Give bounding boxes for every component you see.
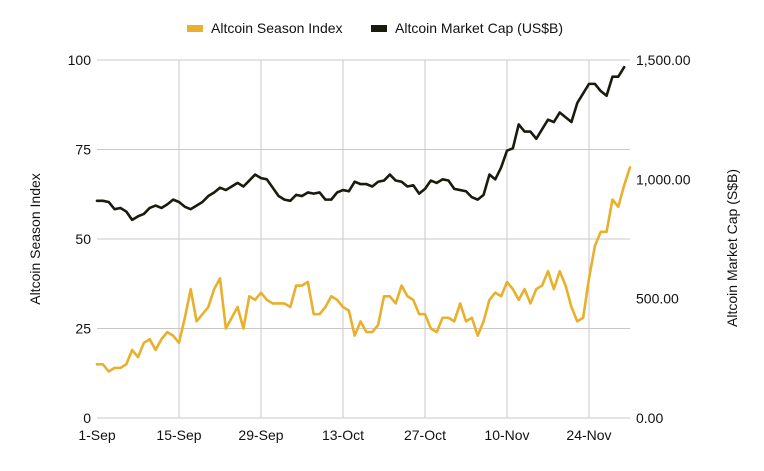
x-tick-label: 1-Sep [78, 427, 116, 443]
altcoin-season-index-line [95, 166, 632, 373]
series-lines [95, 65, 632, 373]
x-tick-label: 15-Sep [156, 427, 201, 443]
y-left-tick-label: 0 [83, 410, 91, 426]
x-tick-label: 24-Nov [566, 427, 611, 443]
y-right-tick-label: 0.00 [636, 410, 663, 426]
altcoin-market-cap-line [95, 65, 626, 222]
y-left-tick-label: 25 [75, 321, 91, 337]
x-tick-label: 13-Oct [322, 427, 364, 443]
legend-swatch-index [187, 25, 203, 32]
x-tick-label: 10-Nov [484, 427, 529, 443]
y-left-tick-label: 75 [75, 142, 91, 158]
y-left-tick-label: 100 [68, 52, 92, 68]
x-tick-label: 27-Oct [404, 427, 446, 443]
y-axis-title-left: Altcoin Season Index [27, 173, 43, 305]
gridlines [97, 59, 630, 419]
legend-label-cap: Altcoin Market Cap (US$B) [395, 20, 563, 36]
y-right-tick-label: 500.00 [636, 291, 679, 307]
x-tick-label: 29-Sep [238, 427, 283, 443]
y-left-tick-label: 50 [75, 231, 91, 247]
y-right-tick-label: 1,000.00 [636, 171, 691, 187]
axes: 0 25 50 75 100 0.00 500.00 1,000.00 1,500.00 1-Se… [68, 52, 691, 443]
legend: Altcoin Season Index Altcoin Market Cap … [187, 20, 563, 36]
y-axis-title-right: Altcoin Market Cap (S$B) [724, 169, 740, 327]
y-right-tick-label: 1,500.00 [636, 52, 691, 68]
legend-label-index: Altcoin Season Index [211, 20, 343, 36]
legend-swatch-cap [371, 25, 387, 32]
